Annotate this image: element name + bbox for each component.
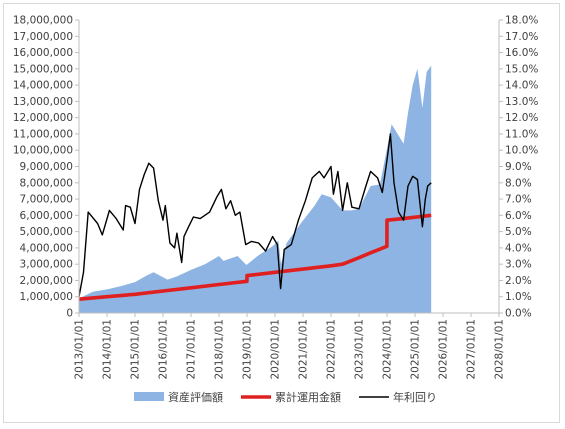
y-right-tick-label: 4.0% bbox=[505, 242, 532, 254]
y-right-tick-label: 2.0% bbox=[505, 275, 532, 287]
x-tick-label: 2028/01/01 bbox=[494, 319, 506, 380]
legend: 資産評価額 累計運用金額 年利回り bbox=[134, 390, 437, 404]
y-left-tick-label: 12,000,000 bbox=[13, 112, 73, 124]
y-left-tick-label: 11,000,000 bbox=[13, 128, 73, 140]
x-tick-label: 2016/01/01 bbox=[157, 319, 169, 380]
y-left-tick-label: 15,000,000 bbox=[13, 63, 73, 75]
y-left-tick-label: 13,000,000 bbox=[13, 96, 73, 108]
y-right-tick-label: 13.0% bbox=[505, 96, 538, 108]
y-right-tick-label: 5.0% bbox=[505, 226, 532, 238]
y-right-tick-label: 18.0% bbox=[505, 15, 538, 27]
y-right-tick-label: 17.0% bbox=[505, 31, 538, 43]
x-tick-label: 2026/01/01 bbox=[438, 319, 450, 380]
y-left-tick-label: 0 bbox=[66, 308, 73, 320]
legend-swatch-area bbox=[134, 392, 164, 401]
x-tick-label: 2017/01/01 bbox=[186, 319, 198, 380]
x-tick-label: 2014/01/01 bbox=[101, 319, 113, 380]
y-left-tick-label: 1,000,000 bbox=[20, 291, 73, 303]
y-right-tick-label: 11.0% bbox=[505, 128, 538, 140]
x-tick-label: 2020/01/01 bbox=[269, 319, 281, 380]
series-area-0 bbox=[79, 65, 432, 313]
x-tick-label: 2018/01/01 bbox=[214, 319, 226, 380]
y-left-tick-label: 3,000,000 bbox=[20, 259, 73, 271]
chart-svg: 0 1,000,000 2,000,000 3,000,000 4,000,000 5,0… bbox=[13, 15, 539, 405]
x-tick-label: 2024/01/01 bbox=[381, 319, 393, 380]
y-left-tick-label: 16,000,000 bbox=[13, 47, 73, 59]
y-right-tick-label: 0.0% bbox=[505, 308, 532, 320]
x-tick-label: 2027/01/01 bbox=[466, 319, 478, 380]
tick-labels: 0 1,000,000 2,000,000 3,000,000 4,000,000 5,0… bbox=[13, 15, 539, 380]
x-tick-label: 2015/01/01 bbox=[129, 319, 141, 380]
y-left-tick-label: 14,000,000 bbox=[13, 80, 73, 92]
x-tick-label: 2022/01/01 bbox=[326, 319, 338, 380]
y-right-tick-label: 6.0% bbox=[505, 210, 532, 222]
x-tick-label: 2021/01/01 bbox=[298, 319, 310, 380]
y-right-tick-label: 7.0% bbox=[505, 194, 532, 206]
plot-series bbox=[78, 65, 432, 313]
y-left-tick-label: 17,000,000 bbox=[13, 31, 73, 43]
chart-axes bbox=[75, 19, 503, 317]
x-tick-label: 2025/01/01 bbox=[410, 319, 422, 380]
y-left-tick-label: 6,000,000 bbox=[20, 210, 73, 222]
y-left-tick-label: 9,000,000 bbox=[20, 161, 73, 173]
x-tick-label: 2019/01/01 bbox=[241, 319, 253, 380]
legend-label: 資産評価額 bbox=[168, 390, 223, 404]
legend-label: 年利回り bbox=[393, 390, 437, 404]
y-right-tick-label: 10.0% bbox=[505, 145, 538, 157]
y-left-tick-label: 7,000,000 bbox=[20, 194, 73, 206]
x-tick-label: 2013/01/01 bbox=[74, 319, 86, 380]
y-right-tick-label: 8.0% bbox=[505, 177, 532, 189]
legend-label: 累計運用金額 bbox=[275, 390, 341, 404]
y-left-tick-label: 5,000,000 bbox=[20, 226, 73, 238]
y-left-tick-label: 4,000,000 bbox=[20, 242, 73, 254]
chart-frame: 0 1,000,000 2,000,000 3,000,000 4,000,000 5,0… bbox=[3, 3, 560, 423]
y-left-tick-label: 2,000,000 bbox=[20, 275, 73, 287]
y-left-tick-label: 18,000,000 bbox=[13, 15, 73, 27]
y-right-tick-label: 9.0% bbox=[505, 161, 532, 173]
y-right-tick-label: 16.0% bbox=[505, 47, 538, 59]
y-right-tick-label: 14.0% bbox=[505, 80, 538, 92]
y-left-tick-label: 10,000,000 bbox=[13, 145, 73, 157]
y-right-tick-label: 12.0% bbox=[505, 112, 538, 124]
x-tick-label: 2023/01/01 bbox=[354, 319, 366, 380]
series-line-1 bbox=[78, 213, 432, 301]
y-left-tick-label: 8,000,000 bbox=[20, 177, 73, 189]
series-line-2 bbox=[78, 133, 432, 297]
y-right-tick-label: 3.0% bbox=[505, 259, 532, 271]
y-right-tick-label: 1.0% bbox=[505, 291, 532, 303]
y-right-tick-label: 15.0% bbox=[505, 63, 538, 75]
